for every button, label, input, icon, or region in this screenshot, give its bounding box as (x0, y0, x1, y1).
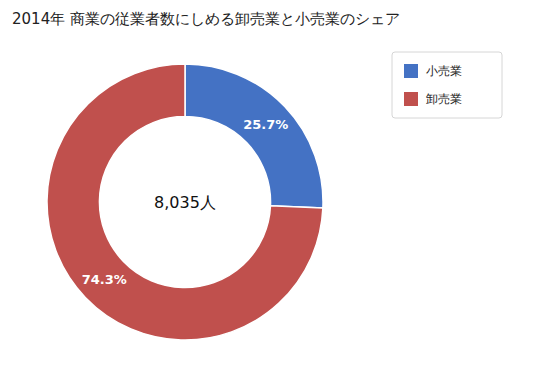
legend-label: 卸売業 (426, 92, 462, 106)
slice (185, 64, 323, 208)
center-text: 8,035人 (154, 193, 216, 212)
legend-swatch (404, 92, 418, 106)
data-label: 25.7% (243, 117, 288, 132)
slices (47, 64, 323, 340)
legend-label: 小売業 (426, 64, 462, 78)
chart: 2014年 商業の従業者数にしめる卸売業と小売業のシェア 25.7% 74.3% 8,… (0, 0, 560, 366)
legend-frame (392, 52, 502, 118)
legend-swatch (404, 64, 418, 78)
title: 2014年 商業の従業者数にしめる卸売業と小売業のシェア (12, 10, 400, 28)
slice (47, 64, 323, 340)
data-label: 74.3% (82, 272, 127, 287)
legend: 小売業卸売業 (392, 52, 502, 118)
